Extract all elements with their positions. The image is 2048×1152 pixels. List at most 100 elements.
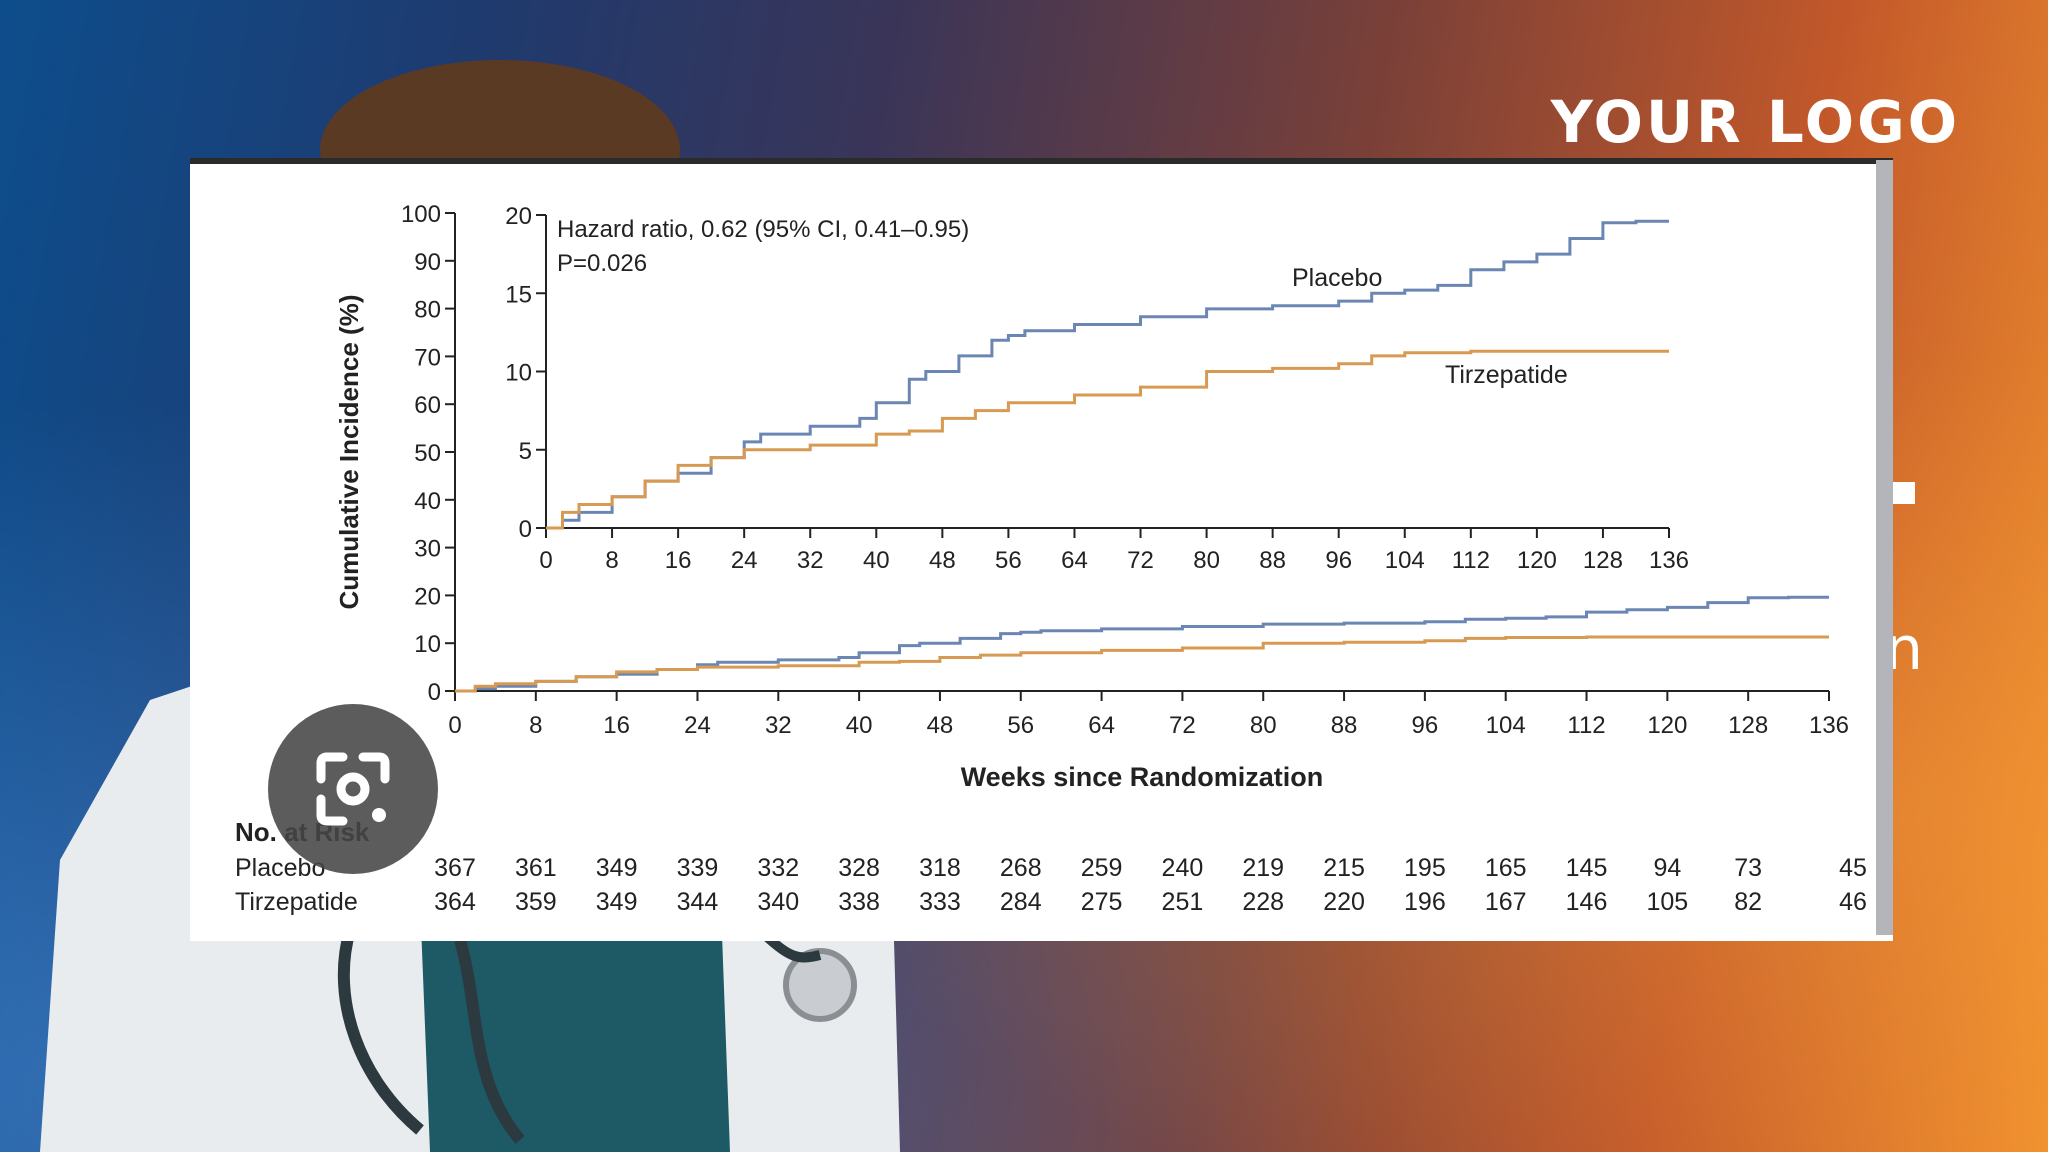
background-text-fragment-block <box>1893 482 1915 504</box>
at-risk-value: 195 <box>1404 854 1446 882</box>
x-tick-label: 72 <box>1169 712 1196 739</box>
x-tick-label: 32 <box>765 712 792 739</box>
x-tick-label: 24 <box>684 712 711 739</box>
inset-x-tick-label: 136 <box>1649 547 1689 574</box>
inset-x-tick-label: 64 <box>1061 547 1088 574</box>
panel-scrollbar <box>1876 160 1893 935</box>
at-risk-value: 215 <box>1323 854 1365 882</box>
inset-series-line-tirzepatide <box>546 349 1669 530</box>
at-risk-value: 251 <box>1162 888 1204 916</box>
logo: YOUR LOGO <box>1550 88 1960 156</box>
y-tick-label: 90 <box>414 249 441 276</box>
y-axis-title: Cumulative Incidence (%) <box>334 295 364 610</box>
at-risk-value: 82 <box>1734 888 1762 916</box>
at-risk-value: 361 <box>515 854 557 882</box>
at-risk-value: 349 <box>596 888 638 916</box>
inset-x-tick-label: 32 <box>797 547 824 574</box>
at-risk-value: 165 <box>1485 854 1527 882</box>
inset-x-tick-label: 72 <box>1127 547 1154 574</box>
y-tick-label: 60 <box>414 392 441 419</box>
at-risk-value: 259 <box>1081 854 1123 882</box>
x-tick-label: 40 <box>846 712 873 739</box>
x-tick-label: 0 <box>448 712 461 739</box>
y-tick-label: 40 <box>414 488 441 515</box>
at-risk-value: 94 <box>1653 854 1681 882</box>
inset-x-tick-label: 104 <box>1385 547 1425 574</box>
at-risk-value: 367 <box>434 854 476 882</box>
at-risk-value: 349 <box>596 854 638 882</box>
inset-y-tick-label: 5 <box>519 438 532 465</box>
x-tick-label: 104 <box>1486 712 1526 739</box>
inset-annotation-p-value: P=0.026 <box>557 250 647 277</box>
chart-panel <box>190 158 1893 941</box>
at-risk-value: 228 <box>1242 888 1284 916</box>
y-tick-label: 0 <box>428 679 441 706</box>
inset-annotation-hazard-ratio: Hazard ratio, 0.62 (95% CI, 0.41–0.95) <box>557 216 969 243</box>
x-tick-label: 64 <box>1088 712 1115 739</box>
google-lens-icon <box>316 752 390 826</box>
inset-x-tick-label: 40 <box>863 547 890 574</box>
at-risk-value: 268 <box>1000 854 1042 882</box>
inset-x-tick-label: 0 <box>539 547 552 574</box>
x-tick-label: 136 <box>1809 712 1849 739</box>
x-tick-label: 8 <box>529 712 542 739</box>
y-tick-label: 20 <box>414 583 441 610</box>
series-line-placebo <box>455 595 1829 693</box>
inset-series-line-placebo <box>546 219 1669 530</box>
series-line-tirzepatide <box>455 635 1829 693</box>
at-risk-value: 45 <box>1839 854 1867 882</box>
at-risk-value: 46 <box>1839 888 1867 916</box>
at-risk-value: 146 <box>1566 888 1608 916</box>
y-tick-label: 50 <box>414 440 441 467</box>
inset-x-tick-label: 8 <box>605 547 618 574</box>
y-tick-label: 80 <box>414 297 441 324</box>
at-risk-value: 219 <box>1242 854 1284 882</box>
y-tick-label: 10 <box>414 631 441 658</box>
at-risk-value: 105 <box>1646 888 1688 916</box>
at-risk-value: 333 <box>919 888 961 916</box>
inset-x-tick-label: 96 <box>1325 547 1352 574</box>
x-tick-label: 96 <box>1412 712 1439 739</box>
at-risk-value: 275 <box>1081 888 1123 916</box>
inset-x-tick-label: 128 <box>1583 547 1623 574</box>
y-tick-label: 70 <box>414 344 441 371</box>
at-risk-value: 328 <box>838 854 880 882</box>
inset-x-tick-label: 120 <box>1517 547 1557 574</box>
at-risk-value: 332 <box>757 854 799 882</box>
at-risk-value: 364 <box>434 888 476 916</box>
google-lens-button[interactable] <box>268 704 438 874</box>
inset-label-placebo: Placebo <box>1292 264 1382 292</box>
inset-label-tirzepatide: Tirzepatide <box>1445 361 1568 389</box>
inset-y-tick-label: 20 <box>505 203 532 230</box>
x-tick-label: 88 <box>1331 712 1358 739</box>
at-risk-value: 284 <box>1000 888 1042 916</box>
inset-x-tick-label: 56 <box>995 547 1022 574</box>
inset-y-tick-label: 0 <box>519 516 532 543</box>
inset-x-tick-label: 112 <box>1452 547 1490 574</box>
at-risk-value: 73 <box>1734 854 1762 882</box>
at-risk-value: 145 <box>1566 854 1608 882</box>
x-tick-label: 56 <box>1007 712 1034 739</box>
x-tick-label: 112 <box>1567 712 1605 739</box>
at-risk-value: 240 <box>1162 854 1204 882</box>
x-axis-title: Weeks since Randomization <box>961 762 1324 792</box>
inset-x-tick-label: 80 <box>1193 547 1220 574</box>
at-risk-value: 338 <box>838 888 880 916</box>
at-risk-value: 340 <box>757 888 799 916</box>
at-risk-value: 339 <box>677 854 719 882</box>
x-tick-label: 80 <box>1250 712 1277 739</box>
inset-y-tick-label: 10 <box>505 360 532 387</box>
y-tick-label: 30 <box>414 536 441 563</box>
x-tick-label: 120 <box>1647 712 1687 739</box>
at-risk-value: 220 <box>1323 888 1365 916</box>
x-tick-label: 16 <box>603 712 630 739</box>
inset-x-tick-label: 24 <box>731 547 758 574</box>
inset-x-tick-label: 48 <box>929 547 956 574</box>
inset-x-tick-label: 16 <box>665 547 692 574</box>
at-risk-value: 318 <box>919 854 961 882</box>
x-tick-label: 128 <box>1728 712 1768 739</box>
at-risk-value: 167 <box>1485 888 1527 916</box>
at-risk-value: 196 <box>1404 888 1446 916</box>
inset-y-tick-label: 15 <box>505 281 532 308</box>
